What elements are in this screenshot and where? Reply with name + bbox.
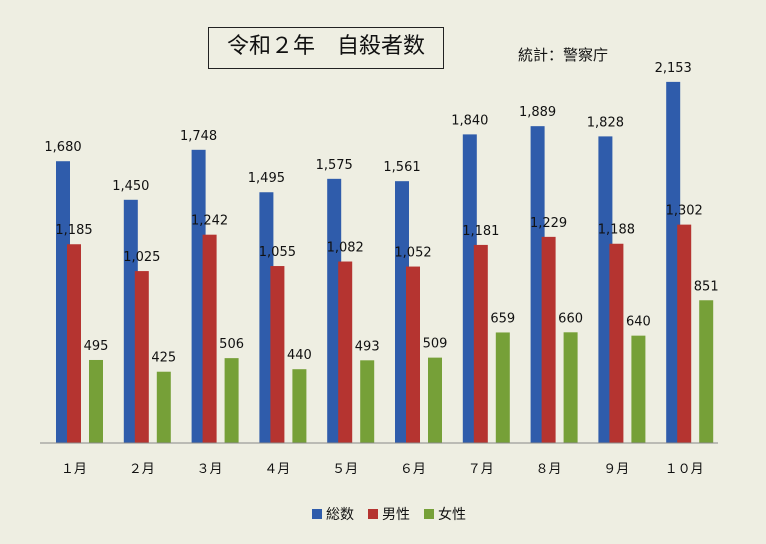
bar-male: [270, 266, 285, 443]
data-label-female: 509: [423, 337, 448, 352]
data-label-female: 659: [490, 311, 515, 326]
x-tick-label: ３月: [196, 462, 222, 477]
data-label-total: 2,153: [655, 61, 692, 76]
bar-total: [462, 134, 477, 443]
bar-female: [224, 358, 239, 443]
bar-total: [56, 161, 70, 443]
data-label-total: 1,748: [180, 129, 217, 144]
x-tick-label: １０月: [665, 462, 704, 477]
x-tick-label: ８月: [535, 462, 561, 477]
data-label-male: 1,181: [462, 224, 499, 239]
legend-swatch-male: [368, 509, 378, 519]
data-label-female: 440: [287, 348, 312, 363]
chart-title: 令和２年 自殺者数: [208, 27, 444, 69]
data-label-total: 1,828: [587, 115, 624, 130]
bar-total: [598, 136, 613, 444]
data-label-male: 1,185: [55, 223, 92, 238]
bar-male: [338, 261, 353, 443]
bar-male: [677, 224, 692, 443]
x-tick-label: ４月: [264, 462, 290, 477]
data-label-male: 1,082: [327, 241, 364, 256]
bar-male: [134, 271, 149, 443]
data-label-female: 425: [151, 351, 176, 366]
bar-total: [259, 192, 274, 443]
bar-female: [699, 300, 714, 443]
data-label-male: 1,188: [598, 223, 635, 238]
data-label-female: 640: [626, 315, 651, 330]
bar-female: [495, 332, 510, 443]
x-tick-label: ２月: [129, 462, 155, 477]
bar-male: [67, 244, 81, 443]
data-label-total: 1,561: [383, 160, 420, 175]
bar-female: [89, 359, 103, 443]
bar-female: [360, 360, 375, 443]
bar-male: [202, 234, 217, 443]
bar-total: [191, 149, 206, 443]
legend-label-total: 総数: [326, 507, 354, 523]
bar-male: [473, 244, 488, 443]
data-label-male: 1,229: [530, 216, 567, 231]
data-label-total: 1,575: [316, 158, 353, 173]
data-label-male: 1,052: [394, 246, 431, 261]
legend-item-male: 男性: [368, 504, 410, 524]
x-tick-label: ６月: [400, 462, 426, 477]
legend-swatch-female: [424, 509, 434, 519]
legend-item-total: 総数: [312, 504, 354, 524]
data-label-total: 1,680: [44, 140, 81, 155]
bar-male: [406, 266, 420, 443]
x-tick-label: ５月: [332, 462, 358, 477]
bar-female: [631, 335, 646, 443]
data-label-total: 1,840: [451, 113, 488, 128]
bar-female: [292, 369, 307, 443]
data-label-female: 506: [219, 337, 244, 352]
data-label-male: 1,025: [123, 250, 160, 265]
x-tick-label: １月: [61, 462, 87, 477]
bar-female: [156, 371, 171, 443]
x-tick-label: ７月: [468, 462, 494, 477]
data-label-male: 1,302: [666, 204, 703, 219]
bar-total: [327, 178, 342, 444]
data-label-total: 1,450: [112, 179, 149, 194]
data-label-female: 495: [84, 339, 109, 354]
bar-male: [609, 243, 624, 443]
bar-total: [123, 199, 138, 443]
bar-total: [666, 81, 681, 443]
bar-total: [530, 126, 545, 444]
data-label-male: 1,055: [259, 245, 296, 260]
bar-total: [395, 181, 409, 443]
bar-female: [563, 332, 578, 443]
legend-label-female: 女性: [438, 507, 466, 523]
data-label-total: 1,889: [519, 105, 556, 120]
bar-male: [541, 236, 556, 443]
legend: 総数 男性 女性: [312, 504, 466, 524]
x-tick-label: ９月: [603, 462, 629, 477]
bar-female: [428, 357, 442, 443]
legend-swatch-total: [312, 509, 322, 519]
legend-label-male: 男性: [382, 507, 410, 523]
data-label-female: 851: [694, 279, 719, 294]
chart-source: 統計：警察庁: [518, 46, 609, 64]
data-label-female: 493: [355, 339, 380, 354]
data-label-total: 1,495: [248, 171, 285, 186]
legend-item-female: 女性: [424, 504, 466, 524]
data-label-female: 660: [558, 311, 583, 326]
data-label-male: 1,242: [191, 214, 228, 229]
